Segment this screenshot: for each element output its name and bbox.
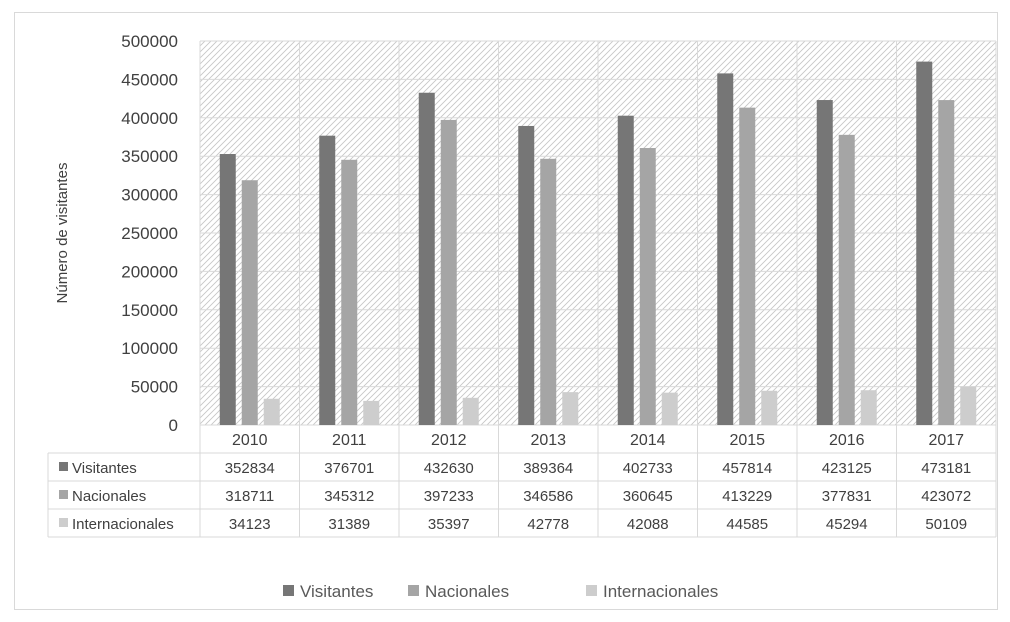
bars (219, 61, 977, 426)
table-cell: 473181 (921, 460, 971, 477)
y-axis-label: Número de visitantes (54, 163, 71, 304)
bar-visitantes-2015 (717, 73, 734, 425)
table-cell: 50109 (925, 516, 967, 533)
bar-nacionales-2011 (341, 159, 358, 425)
table-legend-key (59, 462, 68, 471)
y-tick-label: 500000 (121, 32, 178, 51)
table-cell: 457814 (722, 460, 772, 477)
legend: Visitantes Nacionales Internacionales (283, 582, 718, 601)
table-legend-key (59, 518, 68, 527)
table-cell: 42088 (627, 516, 669, 533)
table-cell: 377831 (822, 488, 872, 505)
legend-label: Visitantes (300, 582, 373, 601)
table-cell: 413229 (722, 488, 772, 505)
bar-visitantes-2017 (916, 61, 933, 426)
table-legend-key (59, 490, 68, 499)
x-tick-label: 2013 (530, 432, 566, 449)
x-tick-label: 2017 (928, 432, 964, 449)
table-cell: 389364 (523, 460, 573, 477)
bar-nacionales-2013 (540, 158, 557, 425)
y-tick-label: 150000 (121, 301, 178, 320)
y-tick-label: 200000 (121, 262, 178, 281)
bar-nacionales-2015 (739, 107, 756, 425)
bar-internacionales-2012 (462, 397, 479, 425)
table-cell: 42778 (527, 516, 569, 533)
bar-nacionales-2012 (440, 119, 457, 426)
bar-nacionales-2017 (938, 100, 955, 426)
data-table: 2010 2011 2012 2013 2014 2015 2016 2017 Visitant… (47, 432, 997, 538)
table-cell: 402733 (623, 460, 673, 477)
table-row-label: Nacionales (72, 488, 146, 505)
table-row-label: Internacionales (72, 516, 174, 533)
table-cell: 45294 (826, 516, 868, 533)
bar-internacionales-2015 (761, 390, 778, 425)
legend-key (283, 585, 294, 596)
bar-nacionales-2014 (639, 148, 656, 425)
table-cell: 423072 (921, 488, 971, 505)
legend-label: Nacionales (425, 582, 509, 601)
table-cell: 432630 (424, 460, 474, 477)
bar-visitantes-2016 (816, 100, 833, 425)
bar-visitantes-2011 (319, 135, 336, 425)
table-cell: 44585 (726, 516, 768, 533)
table-cell: 346586 (523, 488, 573, 505)
table-cell: 397233 (424, 488, 474, 505)
bar-visitantes-2010 (219, 154, 236, 425)
bar-internacionales-2013 (562, 392, 579, 425)
y-axis-ticks: 0 50000 100000 150000 200000 250000 300000 3500… (121, 32, 178, 435)
y-tick-label: 300000 (121, 186, 178, 205)
y-tick-label: 0 (169, 416, 178, 435)
x-tick-label: 2011 (332, 432, 367, 449)
y-tick-label: 400000 (121, 109, 178, 128)
bar-nacionales-2010 (241, 180, 258, 425)
bar-internacionales-2016 (860, 390, 877, 425)
x-tick-label: 2016 (829, 432, 865, 449)
table-cell: 345312 (324, 488, 374, 505)
y-tick-label: 350000 (121, 147, 178, 166)
chart-frame (14, 12, 998, 610)
bar-internacionales-2010 (263, 398, 280, 425)
table-cell: 318711 (225, 488, 274, 505)
bar-internacionales-2014 (661, 392, 678, 425)
legend-label: Internacionales (603, 582, 718, 601)
legend-key (408, 585, 419, 596)
bar-nacionales-2016 (838, 134, 855, 425)
table-row-label: Visitantes (72, 460, 137, 477)
y-tick-label: 250000 (121, 224, 178, 243)
y-tick-label: 450000 (121, 70, 178, 89)
table-cell: 423125 (822, 460, 872, 477)
x-tick-label: 2014 (630, 432, 666, 449)
table-cell: 360645 (623, 488, 673, 505)
legend-key (586, 585, 597, 596)
bar-visitantes-2013 (518, 125, 535, 425)
x-tick-label: 2012 (431, 432, 467, 449)
table-cell: 31389 (328, 516, 370, 533)
x-tick-label: 2015 (729, 432, 765, 449)
bar-visitantes-2014 (617, 115, 634, 426)
x-tick-label: 2010 (232, 432, 268, 449)
bar-visitantes-2012 (418, 92, 435, 425)
y-tick-label: 50000 (131, 378, 178, 397)
table-cell: 376701 (324, 460, 374, 477)
bar-internacionales-2017 (960, 386, 977, 425)
bar-internacionales-2011 (363, 400, 380, 425)
y-tick-label: 100000 (121, 339, 178, 358)
table-cell: 34123 (229, 516, 271, 533)
table-cell: 352834 (225, 460, 275, 477)
table-cell: 35397 (428, 516, 470, 533)
